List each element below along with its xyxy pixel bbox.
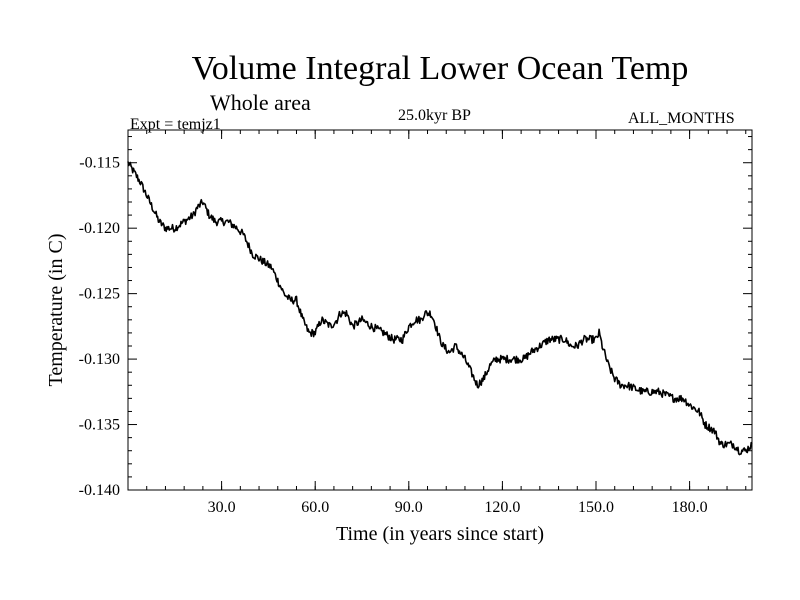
chart-subtitle: Whole area bbox=[210, 90, 311, 115]
plot-frame bbox=[127, 129, 753, 491]
y-tick-label: -0.135 bbox=[79, 417, 120, 434]
y-tick-label: -0.120 bbox=[79, 220, 120, 237]
period-label: 25.0kyr BP bbox=[398, 107, 471, 124]
x-tick-label: 30.0 bbox=[208, 499, 236, 516]
y-tick-label: -0.130 bbox=[79, 351, 120, 368]
tick-labels: 30.0 60.0 90.0 120.0 150.0 180.0 -0.140 -0.135 -… bbox=[79, 155, 708, 516]
x-axis-label: Time (in years since start) bbox=[336, 523, 544, 545]
series-line bbox=[127, 161, 753, 456]
x-tick-label: 180.0 bbox=[672, 499, 708, 516]
axis-ticks bbox=[128, 130, 752, 491]
experiment-label: Expt = temjz1 bbox=[130, 116, 221, 133]
y-tick-label: -0.115 bbox=[79, 155, 120, 172]
months-label: ALL_MONTHS bbox=[628, 110, 735, 127]
y-tick-label: -0.140 bbox=[79, 482, 120, 499]
y-axis-label: Temperature (in C) bbox=[45, 234, 67, 387]
chart-title: Volume Integral Lower Ocean Temp bbox=[191, 50, 689, 87]
y-tick-label: -0.125 bbox=[79, 286, 120, 303]
x-tick-label: 90.0 bbox=[395, 499, 423, 516]
x-tick-label: 150.0 bbox=[578, 499, 614, 516]
x-tick-label: 120.0 bbox=[484, 499, 520, 516]
x-tick-label: 60.0 bbox=[301, 499, 329, 516]
